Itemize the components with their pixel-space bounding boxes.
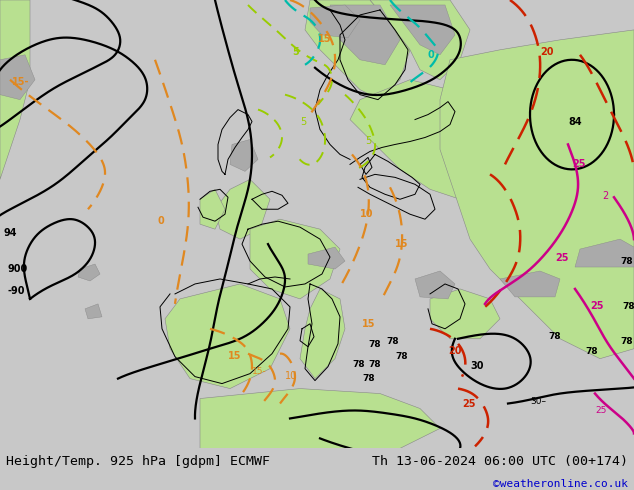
Polygon shape xyxy=(200,389,440,448)
Polygon shape xyxy=(0,55,35,99)
Polygon shape xyxy=(370,0,470,80)
Polygon shape xyxy=(300,289,345,379)
Polygon shape xyxy=(310,5,360,38)
Polygon shape xyxy=(85,304,102,319)
Text: -90: -90 xyxy=(8,286,25,296)
Text: 20: 20 xyxy=(540,47,553,57)
Text: 78: 78 xyxy=(548,332,560,341)
Text: 20: 20 xyxy=(448,346,462,356)
Text: 78: 78 xyxy=(620,257,633,266)
Polygon shape xyxy=(440,30,634,359)
Text: 10: 10 xyxy=(285,370,297,381)
Polygon shape xyxy=(200,189,225,229)
Text: 25: 25 xyxy=(590,301,604,311)
Text: 2: 2 xyxy=(602,191,608,201)
Polygon shape xyxy=(500,271,560,297)
Polygon shape xyxy=(330,5,400,65)
Text: 94: 94 xyxy=(3,228,16,238)
Polygon shape xyxy=(308,247,345,269)
Polygon shape xyxy=(415,271,455,299)
Text: 30–: 30– xyxy=(530,396,546,406)
Text: Height/Temp. 925 hPa [gdpm] ECMWF: Height/Temp. 925 hPa [gdpm] ECMWF xyxy=(6,455,270,468)
Text: 10: 10 xyxy=(360,209,373,219)
Text: 78: 78 xyxy=(622,302,634,311)
Text: 78: 78 xyxy=(368,340,380,349)
Text: 78: 78 xyxy=(362,373,375,383)
Text: 900: 900 xyxy=(8,264,29,274)
Text: 78: 78 xyxy=(352,360,365,368)
Text: 78: 78 xyxy=(620,337,633,346)
Text: 84: 84 xyxy=(568,117,581,126)
Polygon shape xyxy=(430,289,500,339)
Text: 0: 0 xyxy=(157,216,164,226)
Polygon shape xyxy=(250,219,340,299)
Text: 15: 15 xyxy=(362,319,375,329)
Polygon shape xyxy=(78,264,100,281)
Text: 15-: 15- xyxy=(252,367,267,376)
Text: 78: 78 xyxy=(368,360,380,368)
Text: 15: 15 xyxy=(318,34,332,44)
Polygon shape xyxy=(230,140,258,171)
Text: 78: 78 xyxy=(585,347,598,356)
Text: 15: 15 xyxy=(395,239,408,249)
Text: 25: 25 xyxy=(462,398,476,409)
Text: 15-: 15- xyxy=(12,77,30,87)
Text: 30: 30 xyxy=(470,361,484,370)
Text: 5: 5 xyxy=(292,47,299,57)
Text: 25: 25 xyxy=(595,407,606,416)
Text: 5: 5 xyxy=(300,117,306,126)
Text: 78: 78 xyxy=(386,337,399,346)
Text: 78: 78 xyxy=(395,352,408,361)
Polygon shape xyxy=(305,0,410,99)
Text: ©weatheronline.co.uk: ©weatheronline.co.uk xyxy=(493,479,628,489)
Polygon shape xyxy=(575,239,634,267)
Polygon shape xyxy=(165,284,290,389)
Polygon shape xyxy=(0,0,30,179)
Text: 0: 0 xyxy=(428,50,435,60)
Text: Th 13-06-2024 06:00 UTC (00+174): Th 13-06-2024 06:00 UTC (00+174) xyxy=(372,455,628,468)
Polygon shape xyxy=(390,5,455,55)
Text: 15: 15 xyxy=(228,351,242,361)
Text: 25: 25 xyxy=(572,159,586,170)
Polygon shape xyxy=(215,179,270,239)
Polygon shape xyxy=(350,80,500,199)
Text: 25: 25 xyxy=(555,253,569,263)
Text: 5: 5 xyxy=(365,137,372,147)
